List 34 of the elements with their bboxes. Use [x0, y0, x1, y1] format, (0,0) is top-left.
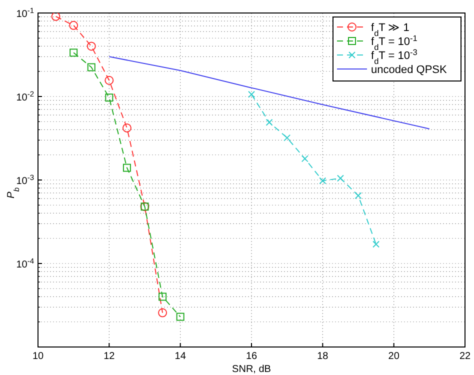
x-tick-label: 12 [104, 351, 116, 362]
legend-label: f$_{d}$T ≫ 1 [371, 22, 410, 38]
point [319, 177, 326, 184]
point [354, 192, 362, 200]
point [158, 308, 168, 318]
y-tick-label: 10$^{-1}$ [16, 6, 34, 20]
x-tick-label: 18 [317, 351, 329, 362]
point [70, 48, 78, 57]
point [69, 20, 78, 30]
point [122, 123, 132, 132]
point [176, 312, 184, 321]
point [86, 42, 96, 51]
x-tick-label: 22 [459, 351, 471, 362]
y-tick-label: 10$^{-3}$ [16, 172, 34, 187]
point [105, 94, 114, 102]
point [301, 155, 308, 162]
point [284, 134, 291, 142]
x-tick-label: 16 [246, 351, 258, 362]
point [158, 292, 167, 301]
point [51, 13, 60, 21]
x-tick-label: 20 [388, 351, 400, 362]
legend-label: uncoded QPSK [371, 64, 448, 76]
point [248, 90, 255, 98]
point [104, 76, 114, 85]
point [87, 63, 96, 72]
y-tick-label: 10$^{-4}$ [16, 256, 34, 270]
x-tick-label: 14 [174, 351, 186, 362]
point [372, 240, 380, 248]
x-axis-title: SNR, dB [232, 364, 272, 375]
point [266, 118, 273, 126]
x-tick-label: 10 [32, 351, 44, 362]
point [336, 174, 344, 182]
y-tick-label: 10$^{-2}$ [16, 89, 34, 104]
point [122, 164, 131, 172]
